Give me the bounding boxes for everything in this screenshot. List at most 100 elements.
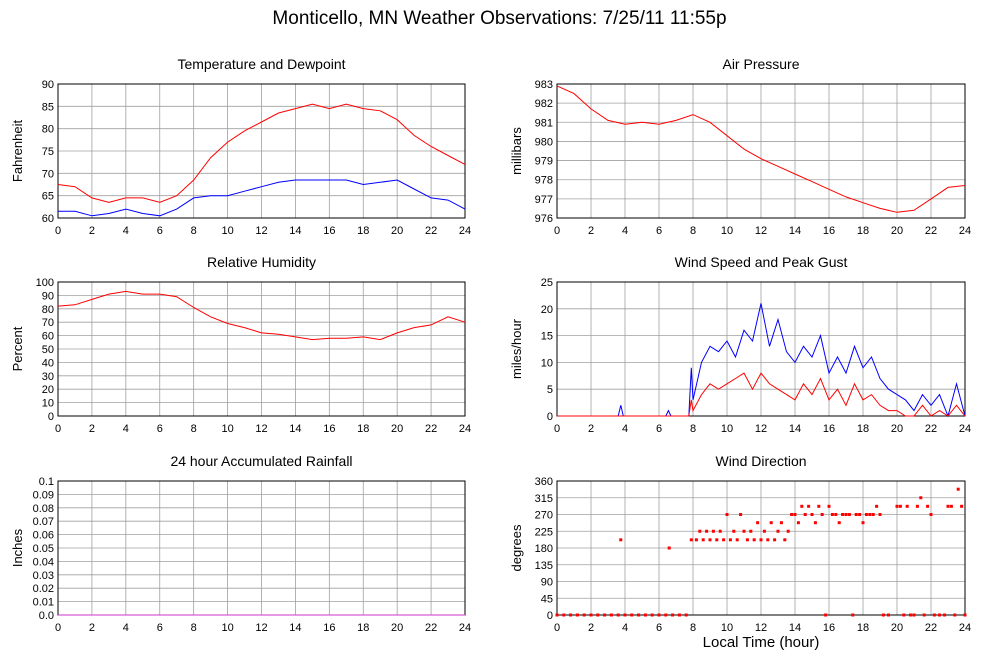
data-point — [847, 513, 851, 516]
x-tick-label: 6 — [157, 622, 163, 634]
data-point — [895, 504, 899, 508]
x-tick-label: 16 — [823, 423, 835, 435]
x-axis-label: Local Time (hour) — [702, 634, 820, 651]
data-point — [616, 613, 620, 617]
x-tick-label: 6 — [157, 225, 163, 237]
data-point — [752, 538, 756, 542]
x-tick-label: 4 — [123, 225, 129, 237]
y-tick-label: 180 — [535, 543, 553, 555]
x-tick-label: 20 — [891, 622, 903, 634]
data-point — [956, 487, 960, 491]
series-line-1 — [557, 372, 966, 417]
chart-temp: 0 2 4 6 8 10 12 14 16 18 20 22 2460657075808590Tempe… — [10, 56, 471, 237]
data-point — [905, 504, 909, 508]
x-tick-label: 22 — [425, 423, 437, 435]
data-point — [698, 529, 702, 533]
data-point — [887, 613, 890, 617]
x-tick-label: 20 — [391, 622, 403, 634]
data-point — [922, 613, 926, 617]
data-point — [722, 538, 726, 542]
x-tick-label: 22 — [925, 423, 937, 435]
y-tick-label: 80 — [42, 124, 54, 136]
y-tick-label: 10 — [42, 398, 54, 410]
x-tick-label: 16 — [323, 423, 335, 435]
x-tick-label: 20 — [391, 225, 403, 237]
x-tick-label: 6 — [656, 423, 662, 435]
data-point — [851, 613, 855, 617]
data-point — [657, 613, 661, 617]
data-point — [603, 613, 607, 617]
data-point — [926, 504, 930, 508]
data-point — [803, 513, 807, 516]
x-tick-label: 24 — [959, 225, 971, 237]
chart-title: Wind Speed and Peak Gust — [675, 254, 848, 270]
chart-title: Relative Humidity — [207, 254, 316, 270]
y-tick-label: 0.09 — [33, 489, 54, 501]
plot-frame — [57, 83, 466, 219]
data-point — [637, 613, 641, 617]
x-tick-label: 16 — [323, 622, 335, 634]
y-tick-label: 90 — [42, 79, 54, 91]
x-tick-label: 0 — [554, 423, 560, 435]
y-tick-label: 0.03 — [33, 570, 54, 582]
x-tick-label: 22 — [425, 225, 437, 237]
data-point — [820, 513, 824, 516]
data-point — [671, 613, 675, 617]
x-tick-label: 10 — [721, 423, 733, 435]
y-tick-label: 85 — [42, 101, 54, 113]
data-point — [667, 546, 671, 550]
x-tick-label: 0 — [554, 622, 560, 634]
chart-title: 24 hour Accumulated Rainfall — [170, 453, 352, 469]
y-tick-label: 60 — [42, 213, 54, 225]
y-tick-label: 135 — [535, 560, 553, 572]
x-tick-label: 16 — [823, 622, 835, 634]
x-tick-label: 6 — [157, 423, 163, 435]
y-tick-label: 0 — [48, 411, 54, 423]
x-tick-label: 18 — [857, 225, 869, 237]
x-tick-label: 8 — [690, 622, 696, 634]
chart-humidity: 0 2 4 6 8 10 12 14 16 18 20 22 240102030405060708090… — [10, 254, 471, 435]
x-tick-label: 20 — [891, 225, 903, 237]
x-tick-label: 12 — [755, 423, 767, 435]
data-point — [830, 513, 834, 516]
data-point — [932, 613, 936, 617]
y-tick-label: 0.08 — [33, 503, 54, 515]
x-tick-label: 4 — [123, 423, 129, 435]
y-axis-label: Inches — [10, 528, 25, 567]
data-point — [912, 613, 916, 617]
data-point — [759, 538, 763, 542]
series-line-0 — [556, 85, 966, 213]
data-point — [728, 538, 732, 542]
data-point — [745, 538, 749, 542]
data-point — [864, 513, 868, 516]
data-point — [875, 504, 879, 508]
y-tick-label: 5 — [547, 384, 553, 396]
x-tick-label: 14 — [789, 225, 801, 237]
x-tick-label: 14 — [289, 225, 301, 237]
x-tick-label: 4 — [622, 622, 628, 634]
y-tick-label: 50 — [42, 344, 54, 356]
x-tick-label: 6 — [656, 225, 662, 237]
x-tick-label: 0 — [554, 225, 560, 237]
y-tick-label: 20 — [541, 304, 553, 316]
x-tick-label: 14 — [789, 423, 801, 435]
y-tick-label: 90 — [541, 577, 553, 589]
data-point — [677, 613, 681, 617]
chart-title: Temperature and Dewpoint — [177, 56, 345, 72]
x-tick-label: 18 — [357, 423, 369, 435]
chart-pressure: 0 2 4 6 8 10 12 14 16 18 20 22 249769779789799809819… — [509, 56, 971, 237]
y-tick-label: 981 — [535, 117, 553, 129]
chart-rain: 0 2 4 6 8 10 12 14 16 18 20 22 240.00.010.020.030.04… — [10, 453, 471, 634]
series-line-1 — [58, 179, 466, 217]
plot-frame — [556, 83, 966, 219]
data-point — [800, 504, 804, 508]
y-axis-label: miles/hour — [509, 318, 524, 379]
y-tick-label: 0.06 — [33, 530, 54, 542]
y-tick-label: 982 — [535, 98, 553, 110]
x-tick-label: 0 — [55, 225, 61, 237]
x-tick-label: 8 — [191, 622, 197, 634]
y-axis-label: millibars — [509, 127, 524, 175]
x-tick-label: 12 — [755, 622, 767, 634]
y-tick-label: 0 — [547, 411, 553, 423]
x-tick-label: 24 — [459, 423, 471, 435]
